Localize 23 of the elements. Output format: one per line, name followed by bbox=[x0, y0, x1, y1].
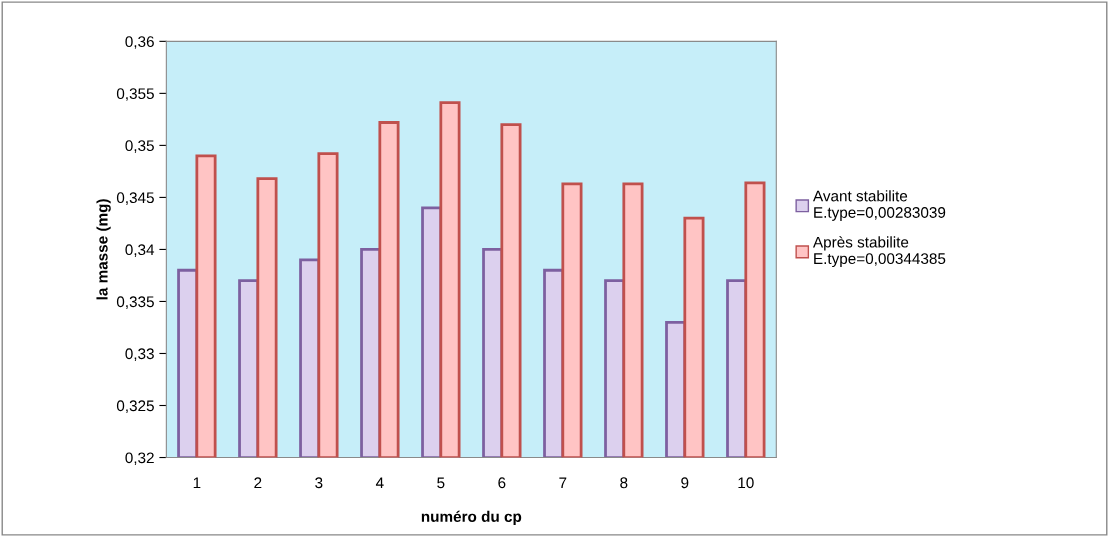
y-tick-label: 0,33 bbox=[125, 348, 154, 361]
legend-label: Après stabilite E.type=0,00344385 bbox=[812, 236, 946, 268]
y-tick-label: 0,345 bbox=[116, 192, 154, 205]
y-tick-label: 0,34 bbox=[125, 244, 155, 257]
y-tick-label: 0,32 bbox=[125, 452, 154, 466]
y-tick-label: 0,335 bbox=[116, 296, 154, 309]
y-axis-title: la masse (mg) bbox=[96, 199, 111, 300]
x-tick-label: 9 bbox=[681, 477, 689, 489]
x-tick-label: 7 bbox=[559, 477, 567, 489]
x-tick-label: 4 bbox=[375, 477, 384, 489]
legend-label: Avant stabilite E.type=0,00283039 bbox=[812, 190, 946, 221]
y-tick-label: 0,355 bbox=[116, 88, 154, 101]
y-tick-label: 0,36 bbox=[125, 36, 154, 49]
y-tick-label: 0,325 bbox=[116, 400, 154, 413]
x-tick-label: 6 bbox=[498, 477, 506, 489]
y-tick-label: 0,35 bbox=[125, 140, 154, 153]
x-axis-title: numéro du cp bbox=[421, 510, 522, 526]
x-tick-label: 5 bbox=[437, 477, 445, 489]
x-tick-label: 3 bbox=[315, 477, 323, 489]
x-tick-label: 1 bbox=[193, 477, 201, 489]
x-tick-label: 10 bbox=[738, 477, 754, 489]
x-tick-label: 2 bbox=[254, 477, 262, 489]
x-tick-label: 8 bbox=[620, 477, 628, 489]
